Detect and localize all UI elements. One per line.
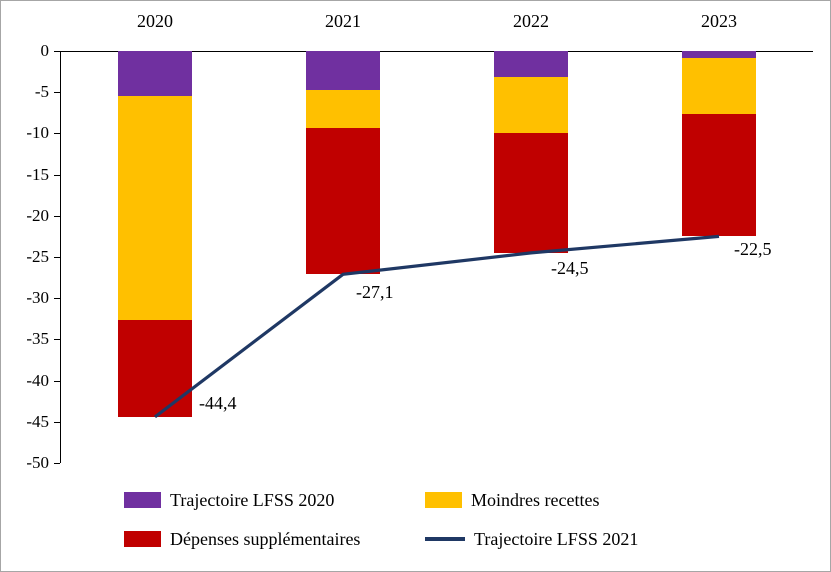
legend-label-trajectoire-lfss-2021: Trajectoire LFSS 2021 — [474, 528, 639, 549]
bar-segment-2022 — [494, 133, 568, 253]
y-tick-label: -30 — [26, 288, 49, 308]
category-label-2022: 2022 — [513, 11, 549, 31]
bar-segment-2020 — [118, 51, 192, 97]
y-tick-label: -35 — [26, 329, 49, 349]
legend-item-depenses-supplementaires: Dépenses supplémentaires — [124, 527, 360, 551]
y-tickmark — [54, 133, 60, 134]
y-tickmark — [54, 339, 60, 340]
y-tick-label: -15 — [26, 164, 49, 184]
line-data-label-2022: -24,5 — [551, 257, 589, 278]
bar-segment-2021 — [306, 128, 380, 275]
legend-swatch-purple — [124, 492, 161, 508]
bar-segment-2022 — [494, 76, 568, 134]
y-axis-line — [60, 51, 61, 463]
y-tickmark — [54, 51, 60, 52]
bar-segment-2023 — [682, 114, 756, 237]
legend-item-trajectoire-lfss-2020: Trajectoire LFSS 2020 — [124, 488, 334, 512]
bar-segment-2022 — [494, 51, 568, 77]
y-tick-label: -45 — [26, 411, 49, 431]
trajectory-polyline — [154, 234, 720, 419]
y-tick-label: -25 — [26, 247, 49, 266]
legend-item-trajectoire-lfss-2021: Trajectoire LFSS 2021 — [425, 527, 638, 551]
y-tickmark — [54, 92, 60, 93]
y-tickmark — [54, 381, 60, 382]
category-label-2021: 2021 — [325, 11, 361, 31]
legend-swatch-yellow — [425, 492, 462, 508]
legend-label-moindres-recettes: Moindres recettes — [471, 489, 600, 510]
y-tick-label: -40 — [26, 370, 49, 390]
zero-axis-line — [60, 51, 813, 52]
y-tickmark — [54, 298, 60, 299]
y-tick-label: -5 — [34, 82, 49, 102]
bar-segment-2023 — [682, 51, 756, 58]
legend-swatch-red — [124, 531, 161, 547]
bar-segment-2021 — [306, 51, 380, 90]
line-data-label-2021: -27,1 — [356, 282, 394, 303]
y-tickmark — [54, 463, 60, 464]
line-data-label-2023: -22,5 — [734, 239, 772, 260]
bar-segment-2020 — [118, 96, 192, 321]
y-tickmark — [54, 257, 60, 258]
category-label-2023: 2023 — [701, 11, 737, 31]
category-label-2020: 2020 — [137, 11, 173, 31]
line-data-label-2020: -44,4 — [199, 392, 237, 413]
y-tickmark — [54, 216, 60, 217]
bar-segment-2020 — [118, 320, 192, 417]
y-tick-label: -50 — [26, 453, 49, 472]
legend-label-trajectoire-lfss-2020: Trajectoire LFSS 2020 — [170, 489, 335, 510]
y-tickmark — [54, 175, 60, 176]
legend-item-moindres-recettes: Moindres recettes — [425, 488, 599, 512]
y-tick-label: 0 — [40, 41, 50, 60]
legend-label-depenses-supplementaires: Dépenses supplémentaires — [170, 528, 361, 549]
y-tick-label: -20 — [26, 205, 49, 225]
y-tickmark — [54, 422, 60, 423]
bar-segment-2021 — [306, 89, 380, 129]
legend-swatch-navy-line — [425, 537, 465, 541]
bar-segment-2023 — [682, 57, 756, 115]
y-tick-label: -10 — [26, 123, 49, 143]
